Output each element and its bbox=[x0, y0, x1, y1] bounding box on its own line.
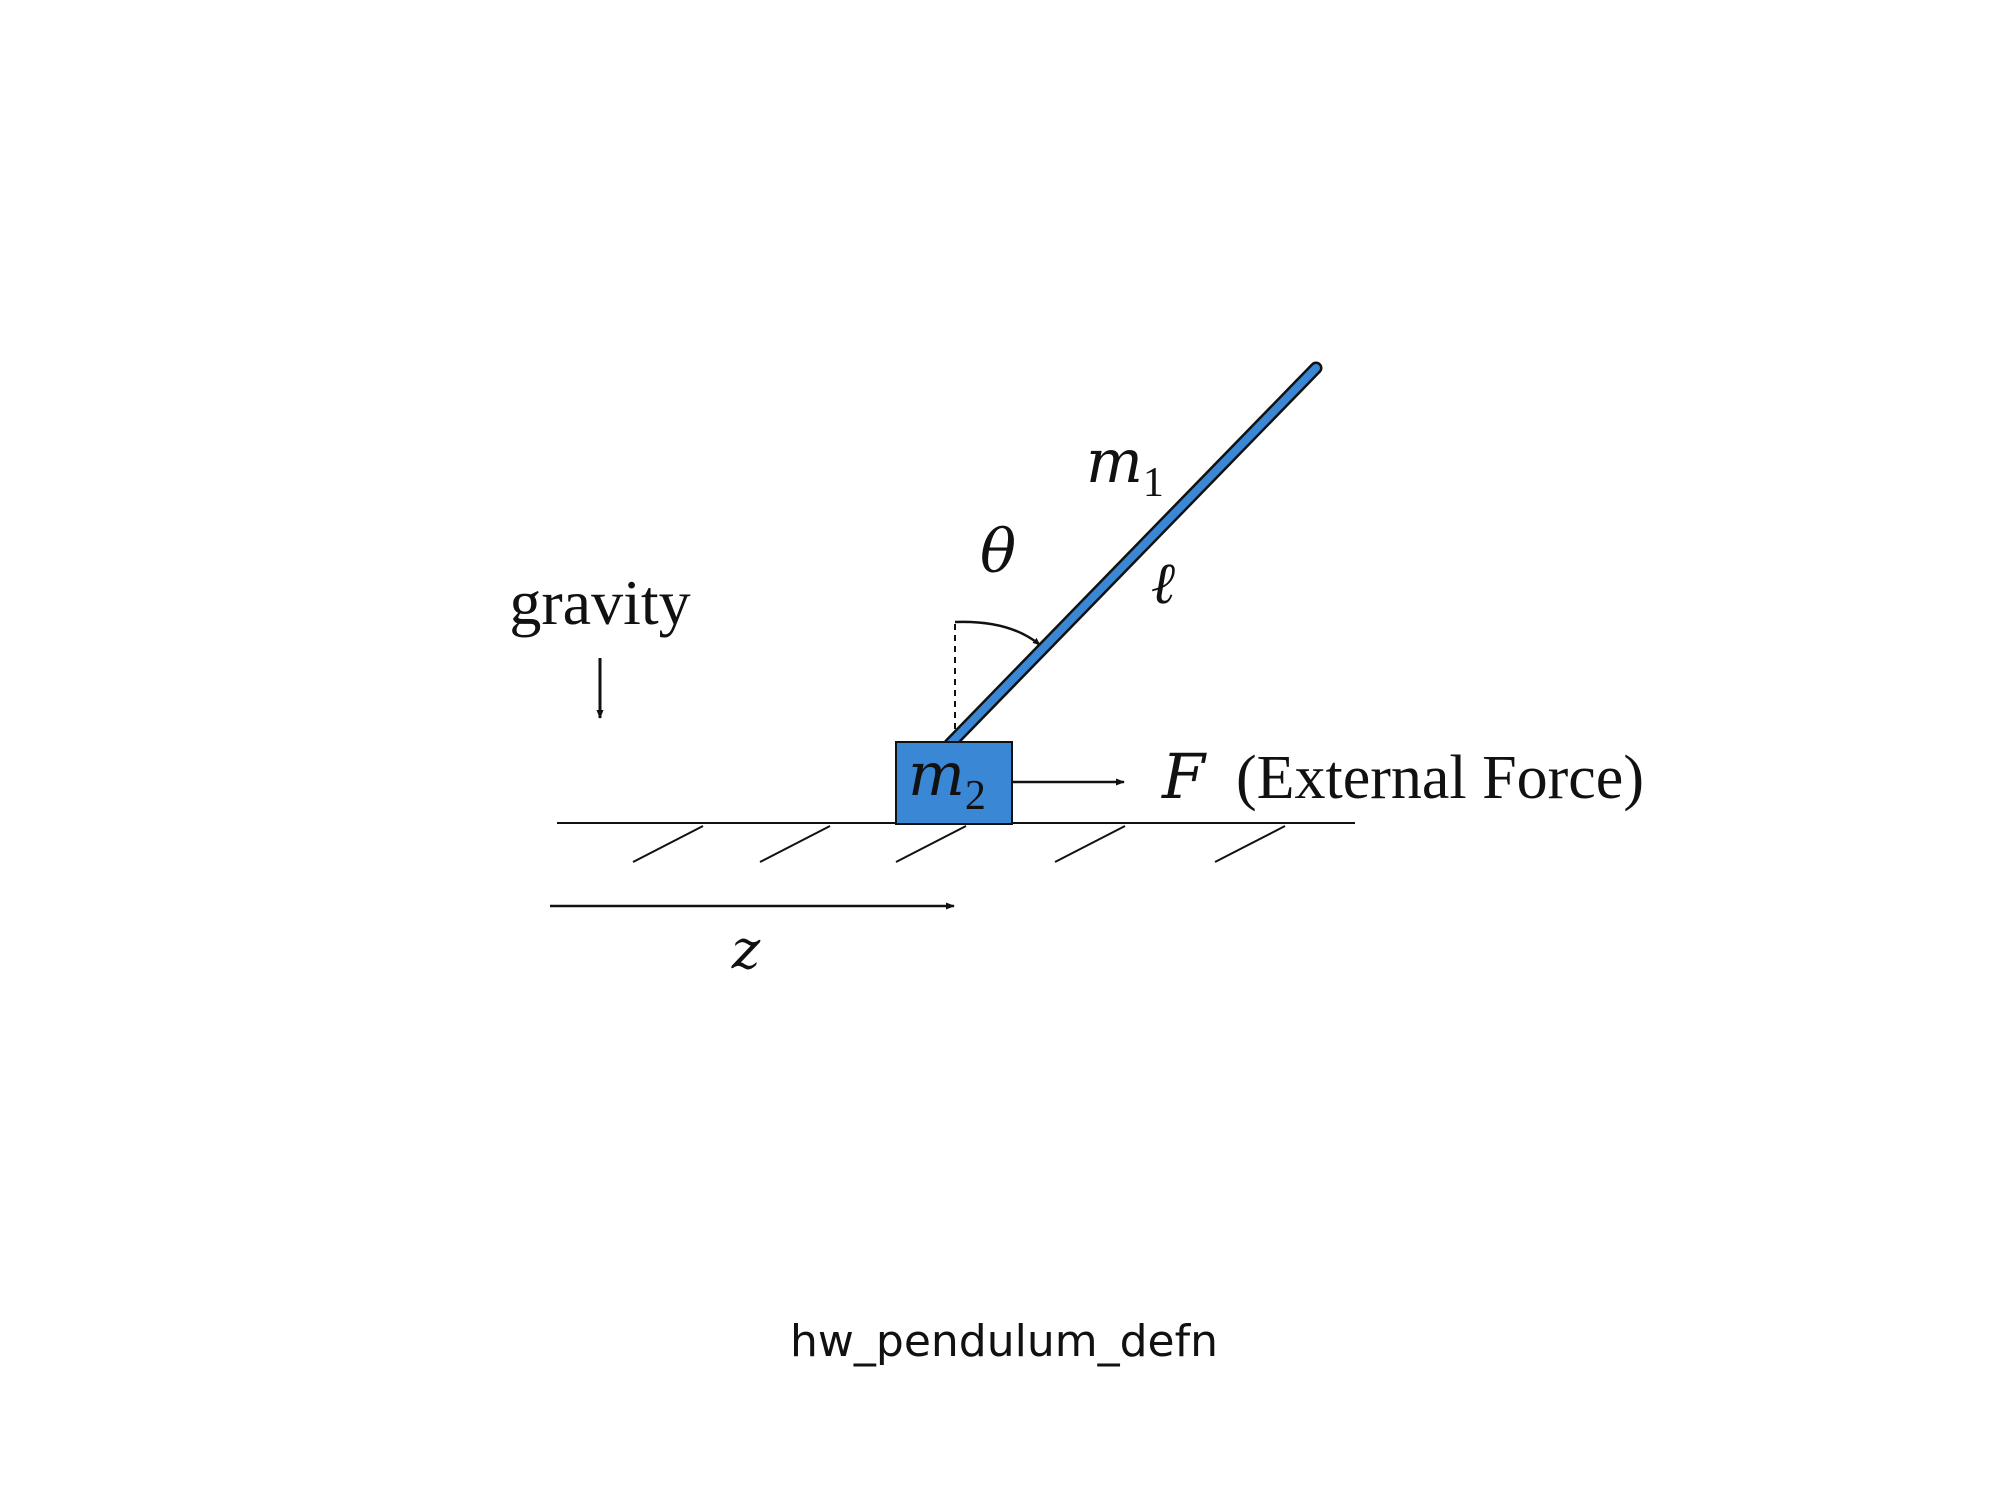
theta-label: θ bbox=[980, 517, 1016, 587]
hatch-mark bbox=[632, 825, 704, 863]
m2-label: m2 bbox=[908, 740, 986, 819]
figure-caption: hw_pendulum_defn bbox=[790, 1316, 1218, 1367]
m1-label: m1 bbox=[1086, 427, 1164, 506]
ground-hatching bbox=[632, 825, 1286, 863]
length-label: ℓ bbox=[1151, 549, 1175, 617]
m2-subscript: 2 bbox=[965, 773, 986, 819]
cart-block bbox=[895, 741, 1013, 825]
m2-base: m bbox=[908, 740, 965, 810]
m1-subscript: 1 bbox=[1143, 460, 1164, 506]
force-description-label: (External Force) bbox=[1236, 744, 1644, 812]
hatch-mark bbox=[759, 825, 831, 863]
pendulum-rod bbox=[943, 361, 1323, 751]
gravity-label: gravity bbox=[509, 567, 690, 638]
force-symbol-label: F bbox=[1161, 740, 1207, 813]
m1-base: m bbox=[1086, 427, 1143, 497]
z-label: z bbox=[731, 918, 761, 981]
hatch-mark bbox=[1054, 825, 1126, 863]
hatch-mark bbox=[895, 825, 967, 863]
theta-arc bbox=[954, 620, 1041, 646]
hatch-mark bbox=[1214, 825, 1286, 863]
